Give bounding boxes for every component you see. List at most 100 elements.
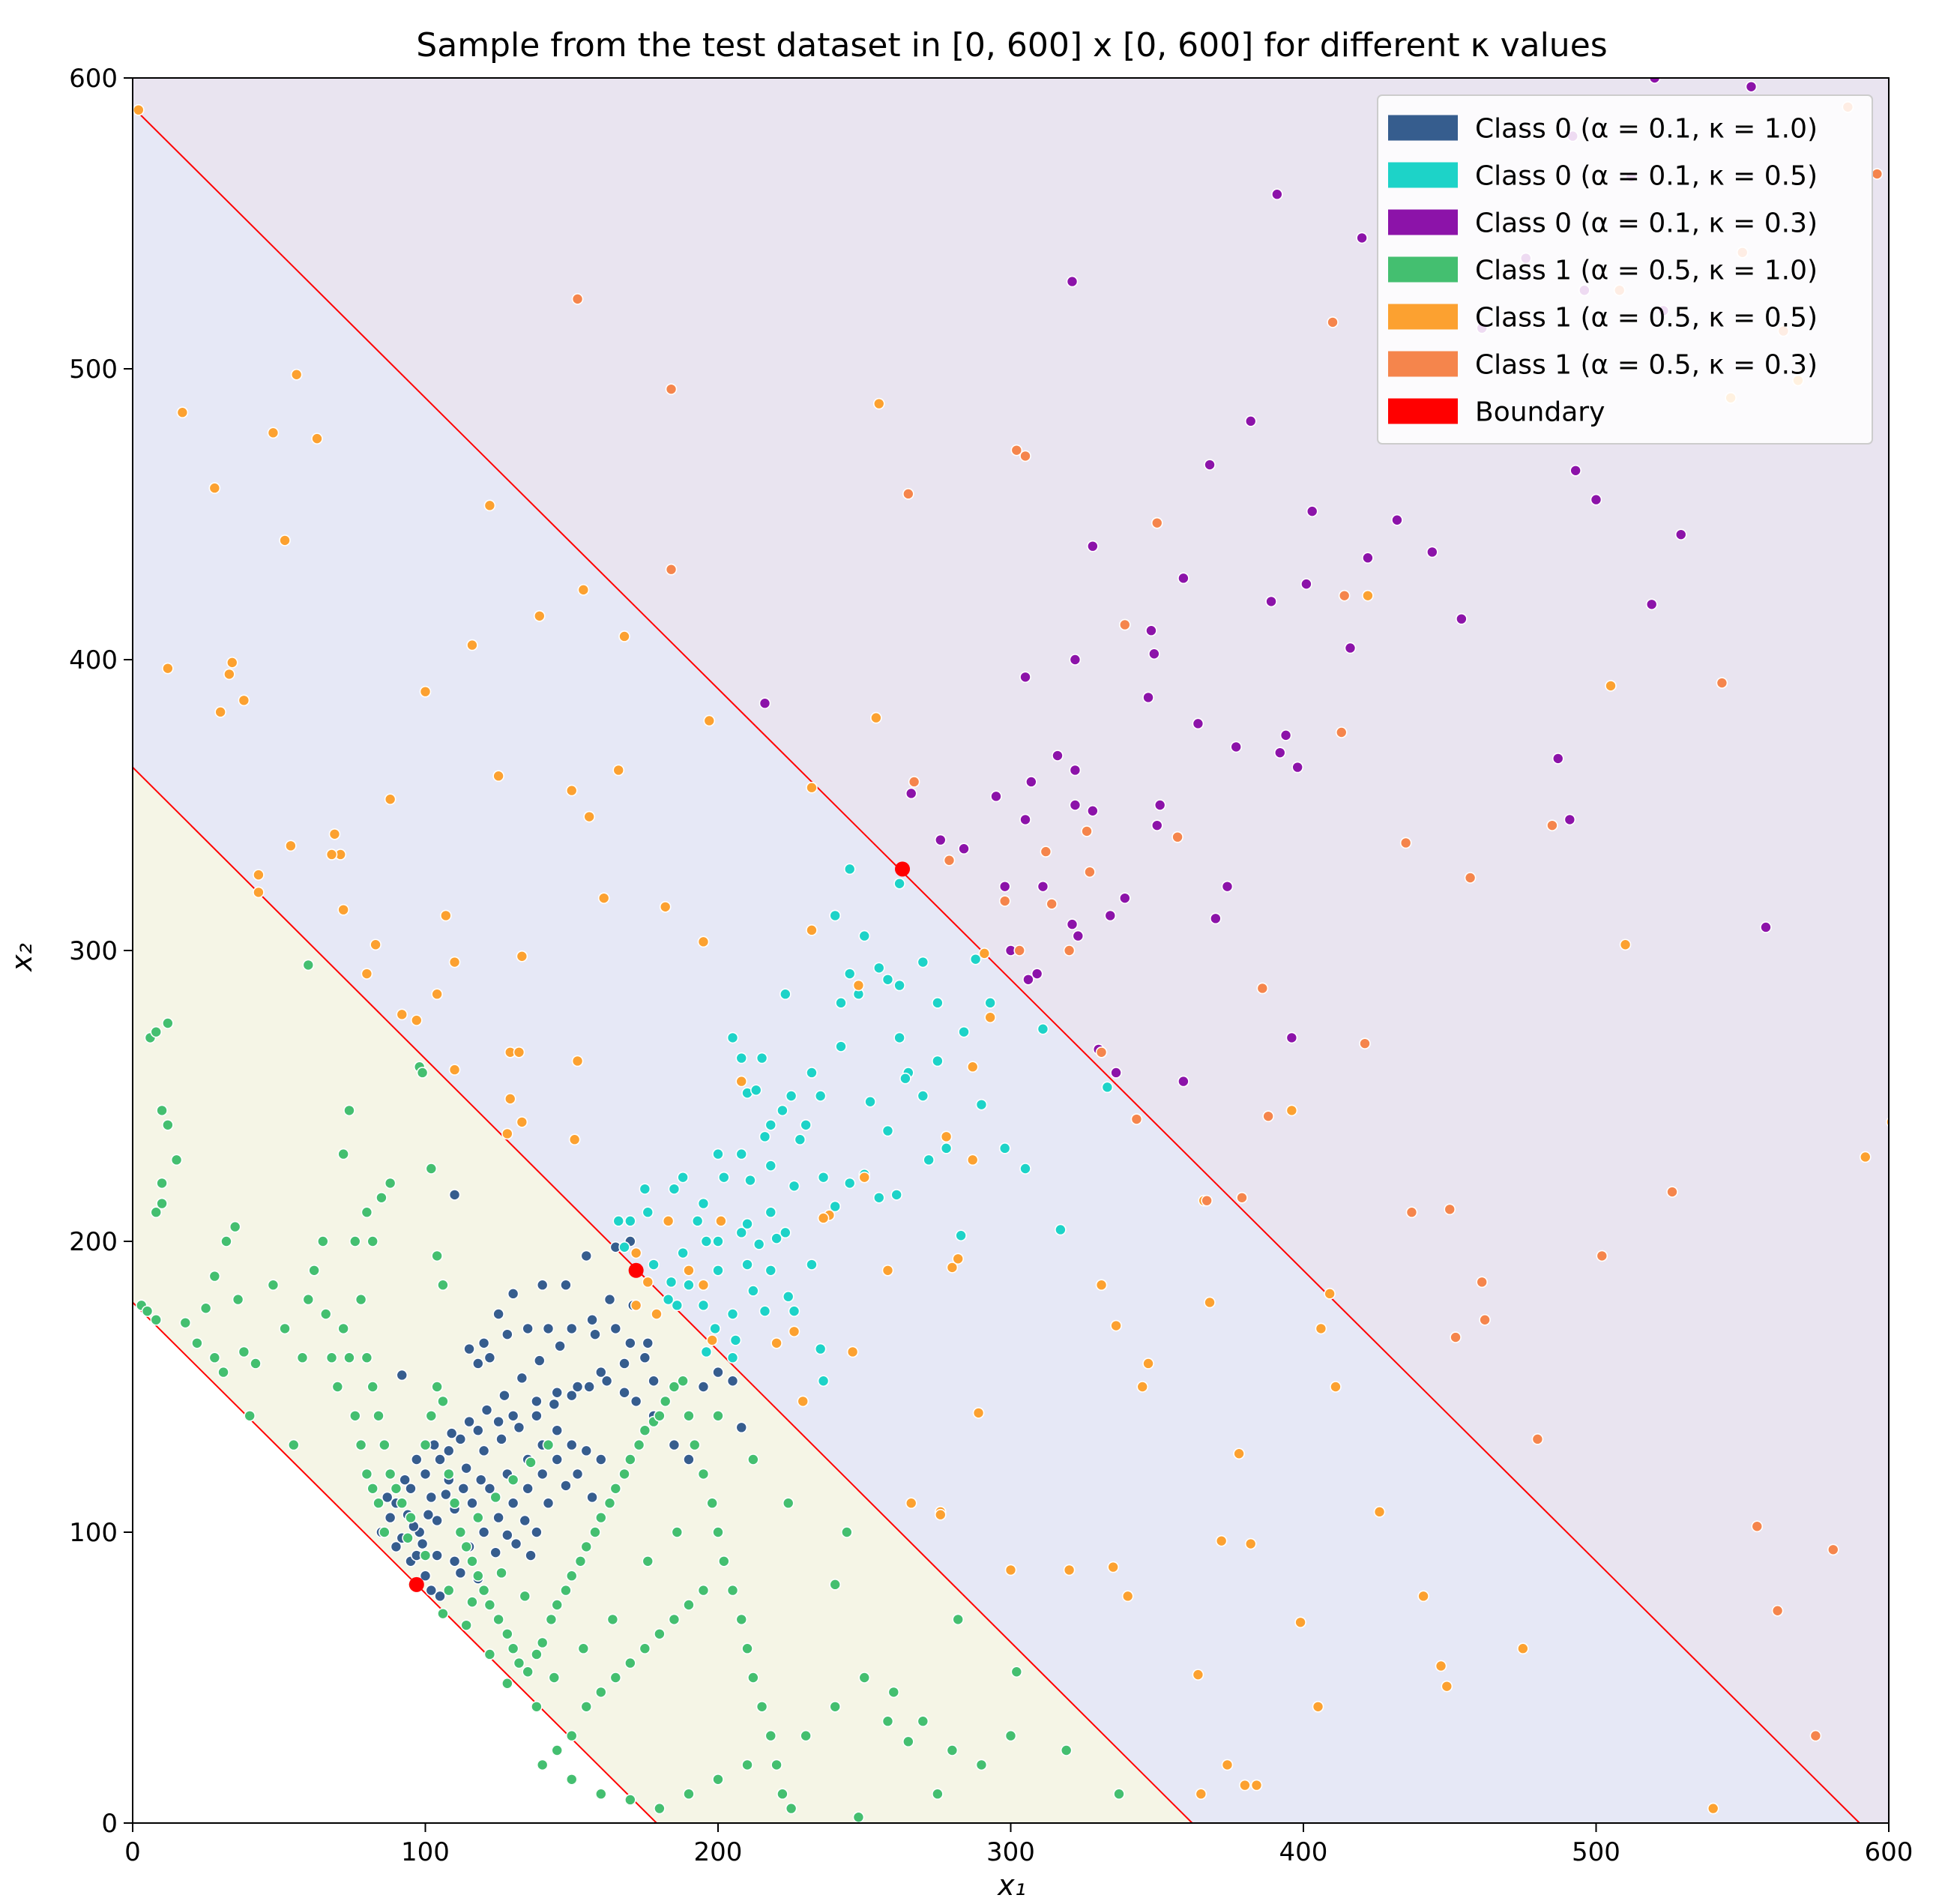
data-point <box>1294 1616 1306 1629</box>
data-point <box>317 1235 329 1247</box>
data-point <box>1605 680 1617 692</box>
data-point <box>343 1352 355 1364</box>
data-point <box>1450 1331 1462 1343</box>
data-point <box>355 1293 367 1306</box>
data-point <box>1285 1031 1298 1044</box>
data-point <box>1619 939 1632 951</box>
data-point <box>379 1526 390 1538</box>
data-point <box>662 1293 675 1306</box>
legend-label: Class 1 (α = 0.5, κ = 0.5) <box>1475 303 1818 334</box>
data-point <box>290 368 303 381</box>
data-point <box>881 1265 894 1277</box>
data-point <box>1771 1604 1784 1617</box>
data-point <box>1391 513 1403 526</box>
data-point <box>846 1346 859 1358</box>
x-tick-label: 600 <box>1865 1837 1914 1867</box>
data-point <box>858 1171 871 1184</box>
data-point <box>624 1794 636 1806</box>
data-point <box>349 1235 361 1247</box>
data-point <box>665 563 678 576</box>
data-point <box>548 1672 561 1684</box>
data-point <box>133 103 145 116</box>
data-point <box>642 1276 654 1289</box>
data-point <box>440 909 452 922</box>
series-2 <box>612 863 1114 1388</box>
data-point <box>1674 528 1687 540</box>
data-point <box>577 1642 590 1654</box>
data-point <box>806 1067 818 1079</box>
data-point <box>410 1014 423 1026</box>
data-point <box>1590 493 1602 506</box>
data-point <box>747 1453 759 1465</box>
data-point <box>668 1438 681 1451</box>
data-point <box>1192 717 1204 730</box>
data-point <box>448 1497 461 1509</box>
data-point <box>759 1130 771 1143</box>
data-point <box>565 1438 578 1451</box>
data-point <box>908 776 920 788</box>
data-point <box>1069 799 1082 811</box>
data-point <box>683 1788 695 1800</box>
data-point <box>1095 1046 1108 1058</box>
legend-label: Class 1 (α = 0.5, κ = 0.3) <box>1475 350 1818 381</box>
y-axis-label: x₂ <box>5 943 38 972</box>
data-point <box>419 685 432 698</box>
data-point <box>852 979 865 992</box>
data-point <box>150 1206 163 1218</box>
data-point <box>431 1514 443 1527</box>
data-point <box>975 1759 988 1771</box>
data-point <box>665 383 678 395</box>
data-point <box>516 1116 528 1128</box>
data-point <box>797 1395 809 1408</box>
data-point <box>1136 1381 1149 1393</box>
data-point <box>1312 1701 1324 1713</box>
data-point <box>560 1480 572 1492</box>
data-point <box>741 1259 753 1271</box>
data-point <box>1177 572 1189 585</box>
data-point <box>226 657 238 669</box>
data-point <box>788 1325 800 1338</box>
data-point <box>600 1375 613 1388</box>
series-4 <box>135 959 1125 1823</box>
data-point <box>618 1468 630 1480</box>
data-point <box>1107 1561 1119 1573</box>
data-point <box>220 1235 232 1247</box>
data-point <box>434 1453 446 1465</box>
data-point <box>442 1584 455 1597</box>
data-point <box>594 1453 607 1465</box>
data-point <box>1569 464 1581 477</box>
data-point <box>1373 1506 1386 1518</box>
data-point <box>777 1104 788 1117</box>
data-point <box>753 1238 765 1250</box>
data-point <box>788 1180 800 1193</box>
data-point <box>609 1322 622 1335</box>
data-point <box>1273 747 1286 759</box>
data-point <box>1204 1296 1216 1309</box>
data-point <box>513 1046 525 1058</box>
data-point <box>671 1526 684 1538</box>
data-point <box>531 1701 543 1713</box>
data-point <box>750 1084 762 1097</box>
data-point <box>1426 546 1438 558</box>
data-point <box>691 1215 704 1227</box>
data-point <box>1113 1788 1125 1800</box>
data-point <box>1285 1104 1298 1117</box>
data-point <box>1210 912 1222 925</box>
data-point <box>162 1017 174 1029</box>
data-point <box>765 1206 777 1218</box>
data-point <box>1004 1729 1017 1742</box>
data-point <box>1010 1666 1023 1678</box>
data-point <box>1716 677 1728 689</box>
data-point <box>1069 764 1082 777</box>
data-point <box>735 1613 748 1626</box>
data-point <box>984 1011 996 1024</box>
data-point <box>551 1424 564 1436</box>
data-point <box>150 1313 163 1326</box>
data-point <box>1040 846 1052 858</box>
data-point <box>522 1666 534 1678</box>
data-point <box>1055 1223 1067 1236</box>
data-point <box>594 1366 607 1379</box>
data-point <box>1110 1319 1122 1332</box>
data-point <box>1405 1206 1418 1218</box>
data-point <box>990 790 1002 803</box>
